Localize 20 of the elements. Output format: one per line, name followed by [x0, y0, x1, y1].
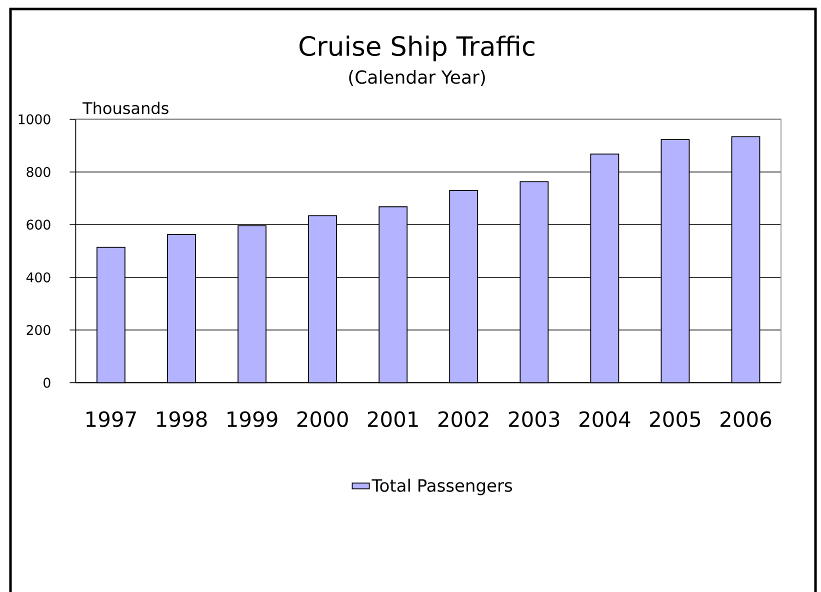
x-tick-label: 2000 [297, 411, 348, 428]
y-axis-title: Thousands [82, 102, 168, 114]
chart-subtitle: (Calendar Year) [349, 70, 485, 86]
x-tick-label: 2005 [650, 411, 700, 428]
legend-label: Total Passengers [372, 478, 512, 496]
y-tick-label: 400 [26, 272, 50, 282]
x-tick-label: 2002 [438, 411, 488, 428]
y-tick-label: 800 [26, 166, 50, 178]
x-tick-label: 2004 [580, 411, 630, 428]
x-tick-label: 2006 [720, 411, 772, 428]
x-tick-label: 2001 [368, 411, 418, 428]
x-tick-label: 1998 [157, 411, 207, 428]
y-tick-label: 1000 [18, 114, 50, 124]
y-tick-label: 0 [44, 378, 50, 388]
x-tick-label: 2003 [508, 411, 560, 428]
chart-title: Cruise Ship Traffic [300, 36, 534, 62]
y-tick-label: 600 [26, 220, 50, 230]
x-tick-label: 1999 [228, 411, 278, 428]
x-tick-label: 1997 [86, 411, 136, 428]
y-tick-label: 200 [26, 324, 50, 336]
